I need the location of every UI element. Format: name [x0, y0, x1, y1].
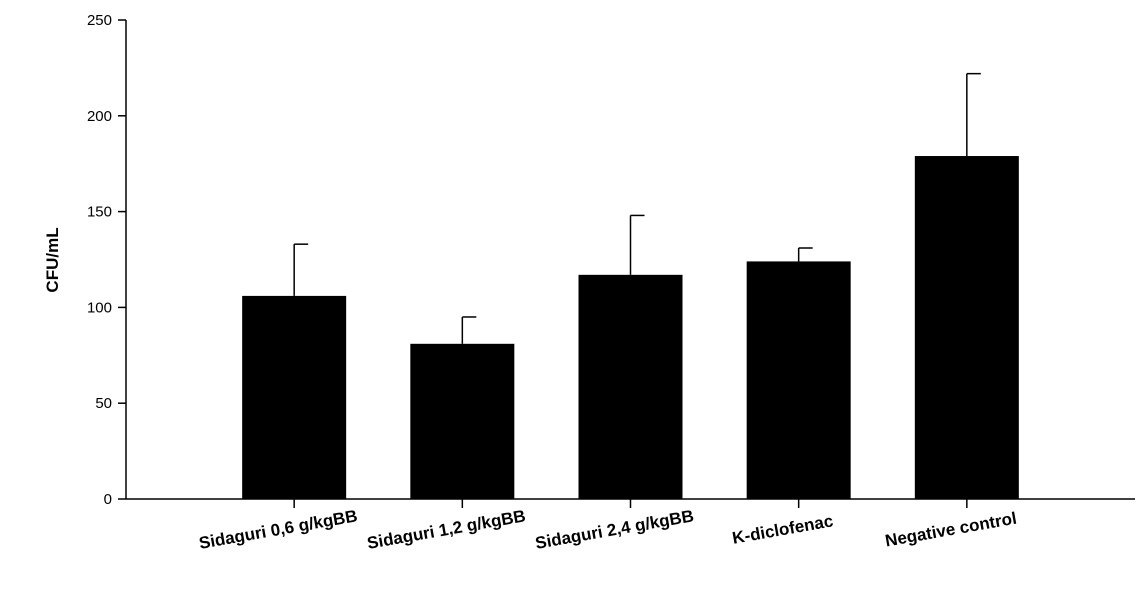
y-tick-label: 50 [95, 395, 112, 412]
x-tick-label: Sidaguri 1,2 g/kgBB [366, 506, 527, 553]
y-tick-label: 0 [104, 491, 112, 508]
x-tick-label: K-diclofenac [731, 511, 835, 547]
bar [242, 295, 347, 499]
y-tick-label: 100 [87, 299, 112, 316]
bar [578, 274, 683, 499]
bars-group [242, 156, 1019, 499]
error-bars-group [293, 72, 981, 344]
y-ticks-group: 0 50 100 150 200 250 [87, 12, 126, 508]
x-ticks-group: Sidaguri 0,6 g/kgBB Sidaguri 1,2 g/kgBB Si… [197, 499, 1018, 553]
bar [914, 156, 1019, 499]
x-tick-label: Sidaguri 0,6 g/kgBB [197, 506, 358, 553]
bar [746, 261, 851, 499]
y-tick-label: 150 [87, 204, 112, 221]
y-tick-label: 250 [87, 12, 112, 29]
y-axis-label: CFU/mL [43, 227, 62, 292]
x-tick-label: Negative control [884, 509, 1018, 551]
y-tick-label: 200 [87, 108, 112, 125]
x-tick-label: Sidaguri 2,4 g/kgBB [534, 506, 695, 553]
bar [410, 343, 515, 499]
